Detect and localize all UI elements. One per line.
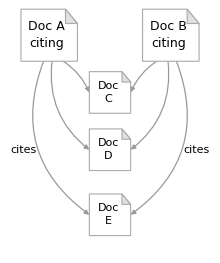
FancyArrowPatch shape [63,61,89,91]
Polygon shape [187,9,199,23]
Polygon shape [21,9,77,61]
Text: Doc B
citing: Doc B citing [150,20,187,50]
Polygon shape [66,9,77,23]
Polygon shape [89,129,131,170]
Text: Doc
D: Doc D [98,138,119,161]
FancyArrowPatch shape [131,61,157,91]
FancyArrowPatch shape [132,61,169,149]
Text: cites: cites [184,145,210,155]
Text: cites: cites [10,145,36,155]
Polygon shape [122,129,131,139]
Text: Doc A
citing: Doc A citing [28,20,65,50]
Polygon shape [89,72,131,113]
FancyArrowPatch shape [132,61,187,214]
Polygon shape [122,194,131,204]
Polygon shape [89,194,131,236]
FancyArrowPatch shape [33,61,88,214]
Text: Doc
E: Doc E [98,203,119,226]
Polygon shape [122,72,131,82]
Polygon shape [143,9,199,61]
FancyArrowPatch shape [51,61,88,149]
Text: Doc
C: Doc C [98,81,119,104]
